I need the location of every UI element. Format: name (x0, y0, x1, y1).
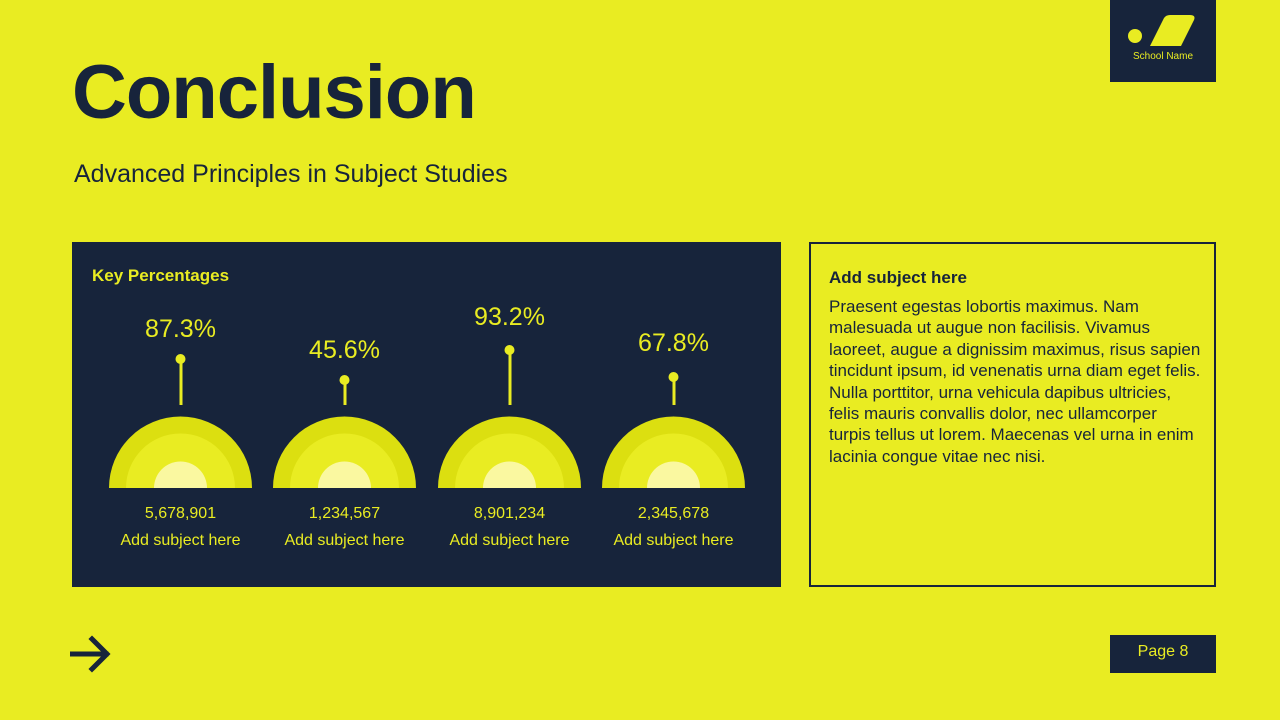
gauge-item: 87.3% 5,678,901 Add subject here (98, 242, 263, 587)
school-logo-icon (1128, 15, 1195, 46)
gauge-item: 93.2% 8,901,234 Add subject here (427, 242, 592, 587)
gauge-pin (179, 359, 182, 405)
gauge-value: 1,234,567 (308, 505, 381, 522)
side-title: Add subject here (829, 268, 967, 287)
gauge-label: Add subject here (120, 532, 241, 549)
gauge-dome-icon (602, 416, 745, 488)
school-name: School Name (1132, 51, 1194, 62)
gauge-pin (343, 380, 346, 405)
gauge-item: 45.6% 1,234,567 Add subject here (262, 242, 427, 587)
side-body: Praesent egestas lobortis maximus. Nam m… (829, 297, 1201, 466)
key-percentages-panel: Key Percentages 87.3% 5,678,901 Add subj… (72, 242, 781, 587)
gauge-percent: 93.2% (474, 303, 545, 331)
gauge-dome-icon (273, 416, 416, 488)
gauge-label: Add subject here (613, 532, 734, 549)
gauge-dome-icon (438, 416, 581, 488)
gauge-pin (672, 377, 675, 405)
gauge-percent: 87.3% (145, 315, 216, 343)
gauge-value: 5,678,901 (144, 505, 217, 522)
subject-text-box: Add subject here Praesent egestas lobort… (809, 242, 1216, 587)
page-title: Conclusion (72, 50, 477, 135)
gauge-label: Add subject here (284, 532, 405, 549)
panel-title: Key Percentages (92, 266, 230, 285)
gauge-percent: 45.6% (309, 336, 380, 364)
gauge-value: 8,901,234 (473, 505, 546, 522)
school-logo: School Name (1110, 0, 1216, 82)
page-subtitle: Advanced Principles in Subject Studies (74, 160, 508, 188)
gauge-pin (508, 350, 511, 405)
gauge-item: 67.8% 2,345,678 Add subject here (591, 242, 756, 587)
gauge-label: Add subject here (449, 532, 570, 549)
gauge-value: 2,345,678 (637, 505, 710, 522)
arrow-right-icon[interactable] (70, 634, 112, 674)
gauge-percent: 67.8% (638, 329, 709, 357)
gauge-dome-icon (109, 416, 252, 488)
page-number-badge: Page 8 (1110, 635, 1216, 673)
